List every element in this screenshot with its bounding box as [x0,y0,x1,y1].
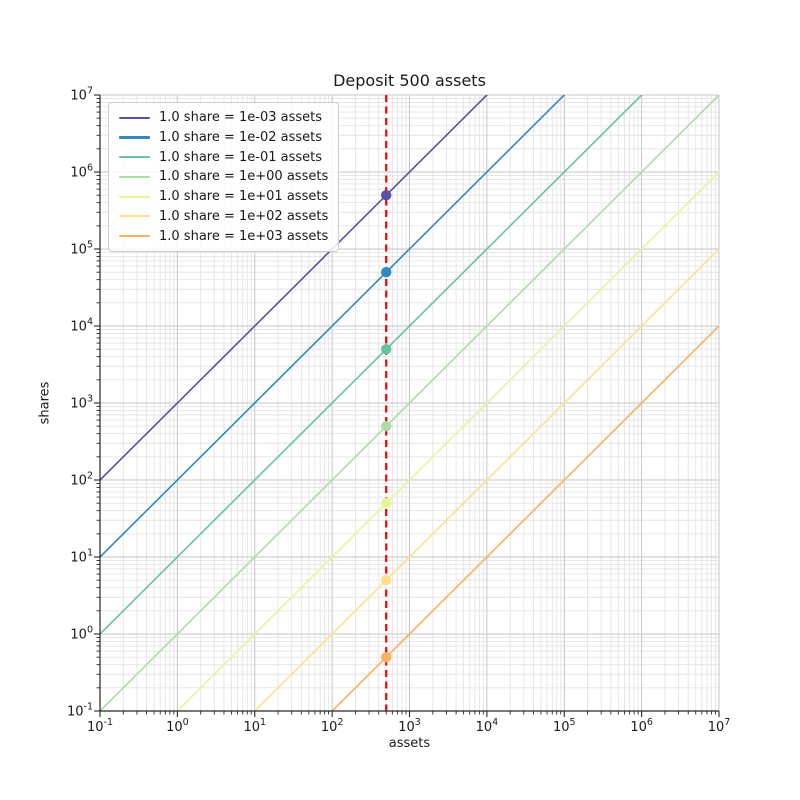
marker-dot-3 [381,420,392,432]
x-tick-label: 107 [708,717,731,735]
legend-item-label: 1.0 share = 1e+03 assets [159,228,329,244]
legend-item-4: 1.0 share = 1e+01 assets [119,187,338,206]
y-tick-label: 10-1 [67,702,93,720]
legend-item-3: 1.0 share = 1e+00 assets [119,167,338,186]
legend-line-swatch [119,136,150,139]
series-line-2 [100,95,643,635]
legend-line-swatch [119,215,150,218]
series-line-3 [100,95,719,711]
legend-line-swatch [119,116,150,119]
legend-item-label: 1.0 share = 1e+00 assets [159,169,329,185]
legend-item-label: 1.0 share = 1e-01 assets [159,149,323,165]
marker-dot-2 [381,343,392,355]
y-tick-label: 106 [70,163,93,181]
marker-dot-4 [381,497,392,509]
legend-item-label: 1.0 share = 1e-03 assets [159,110,323,126]
x-tick-label: 102 [321,717,344,735]
legend-line-swatch [119,156,150,159]
legend-item-label: 1.0 share = 1e-02 assets [159,130,323,146]
tick-labels-layer: 10-1 100 101 102 103 104 105 106 107 10-1 100 101 10… [67,86,730,736]
y-axis-label: shares [37,381,53,425]
marker-dot-5 [381,574,392,586]
marker-dot-6 [381,651,392,663]
x-tick-label: 100 [166,717,189,735]
y-tick-label: 100 [70,625,93,643]
marker-dot-1 [381,266,392,278]
legend: 1.0 share = 1e-03 assets 1.0 share = 1e-0… [108,102,339,252]
series-line-0 [100,95,489,481]
y-tick-label: 104 [70,317,93,335]
ticks-layer [94,94,720,717]
legend-item-label: 1.0 share = 1e+01 assets [159,189,329,205]
legend-item-label: 1.0 share = 1e+02 assets [159,208,329,224]
legend-item-0: 1.0 share = 1e-03 assets [119,108,338,127]
series-layer [100,95,719,711]
y-tick-label: 103 [70,394,93,412]
series-line-6 [330,325,719,711]
marker-dot-0 [381,189,392,201]
chart-title: Deposit 500 assets [333,71,486,90]
x-tick-label: 103 [398,717,421,735]
y-tick-label: 105 [70,240,93,258]
series-line-5 [253,248,719,711]
series-line-4 [176,171,719,711]
y-tick-label: 102 [70,471,93,489]
x-tick-label: 105 [553,717,576,735]
x-tick-label: 106 [630,717,653,735]
legend-item-2: 1.0 share = 1e-01 assets [119,148,338,167]
legend-item-1: 1.0 share = 1e-02 assets [119,128,338,147]
y-tick-label: 101 [70,548,93,566]
series-line-1 [100,95,566,558]
x-tick-label: 10-1 [87,717,113,735]
legend-line-swatch [119,195,150,198]
x-tick-label: 101 [243,717,266,735]
legend-item-5: 1.0 share = 1e+02 assets [119,207,338,226]
x-tick-label: 104 [476,717,499,735]
y-tick-label: 107 [70,86,93,104]
legend-item-6: 1.0 share = 1e+03 assets [119,227,338,246]
x-axis-label: assets [388,736,431,751]
legend-line-swatch [119,234,150,238]
legend-line-swatch [119,175,150,179]
